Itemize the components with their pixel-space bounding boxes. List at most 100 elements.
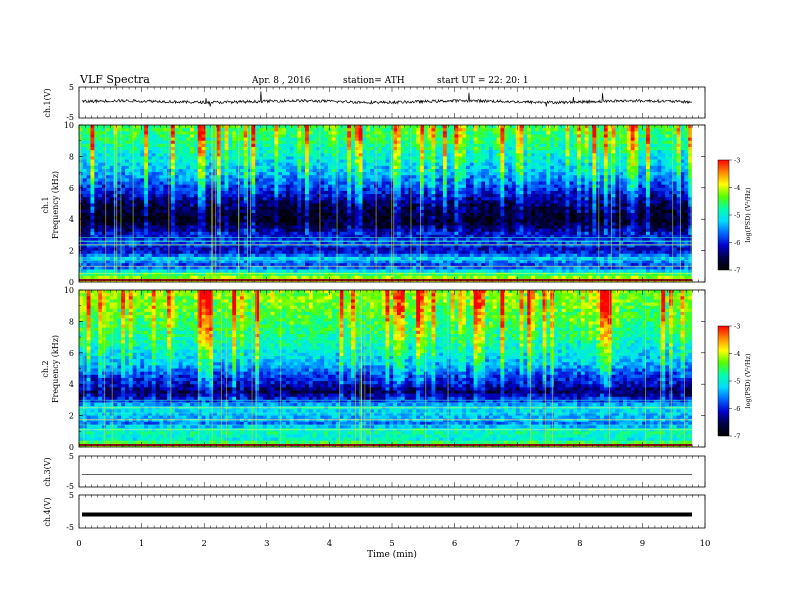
spectrogram-cell [377, 228, 383, 233]
spectrogram-cell [101, 134, 107, 138]
spectrogram-cell [343, 200, 348, 204]
spectrogram-cell [412, 216, 417, 220]
spectrogram-cell [178, 187, 183, 192]
spectrogram-cell [170, 266, 176, 270]
spectrogram-cell [239, 194, 245, 198]
spectrogram-cell [331, 266, 337, 270]
spectrogram-cell [82, 150, 88, 154]
spectrogram-cell [101, 140, 107, 145]
spectrogram-cell [220, 212, 225, 217]
spectrogram-cell [328, 200, 333, 204]
spectrogram-cell [377, 172, 383, 176]
spectrogram-cell [255, 175, 260, 179]
spectrogram-cell [324, 253, 329, 258]
spectrogram-cell [140, 165, 145, 170]
spectrogram-cell [389, 134, 394, 138]
spectrogram-cell [79, 165, 84, 170]
spectrogram-cell [289, 128, 294, 132]
spectrogram-cell [90, 184, 95, 189]
spectrogram-cell [236, 184, 241, 189]
spectrogram-cell [159, 175, 164, 179]
spectrogram-cell [289, 175, 294, 179]
spectrogram-cell [101, 234, 107, 239]
spectrogram-cell [305, 178, 310, 182]
spectrogram-cell [351, 269, 356, 273]
spectrogram-cell [178, 197, 183, 201]
spectrogram-cell [101, 153, 107, 157]
spectrogram-cell [416, 181, 421, 186]
spectrogram-cell [155, 260, 160, 264]
spectrogram-cell [105, 131, 110, 135]
spectrogram-cell [236, 131, 241, 135]
spectrogram-cell [312, 212, 317, 217]
spectrogram-cell [213, 238, 218, 242]
spectrogram-cell [243, 203, 248, 207]
spectrogram-cell [109, 250, 114, 255]
spectrogram-cell [282, 168, 287, 173]
spectrogram-cell [412, 125, 417, 129]
spectrogram-cell [105, 222, 110, 226]
spectrogram-cell [243, 178, 248, 182]
spectrogram-cell [117, 131, 122, 135]
spectrogram-cell [419, 244, 425, 248]
spectrogram-cell [389, 194, 394, 198]
spectrogram-cell [197, 238, 202, 242]
spectrogram-cell [79, 238, 84, 242]
spectrogram-cell [308, 212, 314, 217]
spectrogram-cell [201, 134, 206, 138]
spectrogram-cell [274, 244, 279, 248]
spectrogram-cell [205, 128, 210, 132]
spectrogram-cell [442, 168, 448, 173]
spectrogram-cell [362, 275, 367, 280]
spectrogram-cell [182, 187, 187, 192]
spectrogram-cell [285, 212, 291, 217]
spectrogram-cell [105, 203, 110, 207]
spectrogram-cell [216, 131, 222, 135]
spectrogram-cell [396, 238, 402, 242]
spectrogram-cell [124, 253, 130, 258]
spectrogram-cell [98, 181, 103, 186]
spectrogram-cell [312, 219, 317, 223]
spectrogram-cell [385, 238, 390, 242]
spectrogram-cell [220, 272, 225, 277]
spectrogram-cell [358, 146, 363, 151]
spectrogram-cell [113, 209, 118, 214]
spectrogram-cell [435, 128, 440, 132]
spectrogram-cell [393, 266, 398, 270]
spectrogram-cell [416, 256, 421, 261]
spectrogram-cell [301, 200, 306, 204]
spectrogram-cell [289, 238, 294, 242]
spectrogram-cell [282, 219, 287, 223]
spectrogram-cell [232, 272, 237, 277]
spectrogram-cell [128, 238, 133, 242]
spectrogram-cell [339, 165, 344, 170]
spectrogram-cell [423, 187, 428, 192]
spectrogram-cell [251, 253, 256, 258]
spectrogram-cell [266, 219, 271, 223]
spectrogram-cell [113, 266, 118, 270]
spectrogram-cell [86, 206, 91, 211]
spectrogram-cell [197, 137, 202, 142]
spectrogram-cell [178, 275, 183, 280]
spectrogram-cell [282, 234, 287, 239]
spectrogram-cell [239, 203, 245, 207]
spectrogram-cell [205, 228, 210, 233]
spectrogram-cell [239, 187, 245, 192]
spectrogram-cell [389, 244, 394, 248]
spectrogram-cell [262, 260, 268, 264]
spectrogram-cell [124, 159, 130, 164]
spectrogram-cell [427, 159, 432, 164]
spectrogram-cell [228, 162, 233, 167]
spectrogram-cell [205, 168, 210, 173]
spectrogram-cell [266, 140, 271, 145]
spectrogram-cell [255, 178, 260, 182]
spectrogram-cell [270, 140, 275, 145]
spectrogram-cell [186, 137, 191, 142]
spectrogram-cell [121, 134, 126, 138]
spectrogram-cell [423, 172, 428, 176]
spectrogram-cell [427, 256, 432, 261]
spectrogram-cell [439, 156, 444, 160]
spectrogram-cell [124, 256, 130, 261]
spectrogram-cell [239, 256, 245, 261]
spectrogram-cell [243, 150, 248, 154]
